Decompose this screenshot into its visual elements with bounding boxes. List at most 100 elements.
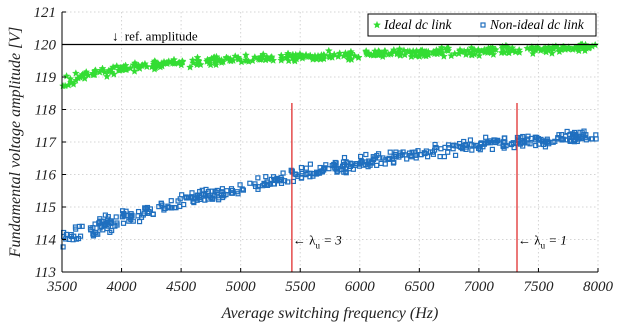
data-point: [71, 69, 80, 77]
data-point: [369, 160, 376, 166]
lambda-1-label: ← λu = 1: [518, 232, 567, 250]
series-non-ideal-dc-link: [60, 128, 599, 250]
data-point: [311, 51, 319, 60]
data-point: [247, 180, 253, 186]
data-point: [310, 171, 317, 177]
lambda-3-annotation: ← λu = 3: [293, 232, 342, 250]
data-point: [229, 190, 236, 196]
data-point: [525, 140, 531, 146]
data-point: [307, 174, 313, 180]
y-tick-label: 113: [35, 265, 56, 281]
data-point: [415, 52, 424, 60]
ref-arrow: ↓: [112, 29, 119, 44]
data-point: [90, 70, 99, 79]
data-point: [284, 49, 292, 57]
data-point: [486, 47, 495, 55]
data-point: [259, 50, 268, 58]
data-point: [124, 213, 130, 219]
data-point: [453, 143, 459, 149]
data-point: [494, 138, 500, 144]
data-point: [97, 216, 103, 222]
data-point: [244, 57, 253, 65]
data-point: [574, 133, 580, 140]
data-point: [341, 154, 348, 161]
data-point: [140, 212, 146, 218]
data-point: [432, 141, 438, 148]
data-point: [210, 195, 216, 201]
data-point: [517, 141, 524, 147]
data-point: [177, 203, 183, 209]
data-point: [150, 211, 156, 218]
data-point: [329, 162, 335, 169]
data-point: [150, 56, 159, 65]
data-point: [79, 223, 85, 229]
data-point: [362, 49, 371, 58]
data-point: [129, 212, 135, 218]
data-point: [237, 182, 243, 188]
data-point: [332, 162, 338, 168]
data-point: [214, 190, 220, 196]
data-point: [545, 139, 552, 145]
data-point: [241, 51, 250, 59]
data-point: [556, 132, 562, 138]
data-point: [188, 195, 195, 201]
data-point: [272, 177, 278, 184]
x-tick-label: 5500: [285, 279, 316, 295]
data-point: [266, 53, 275, 62]
y-tick-label: 115: [35, 200, 57, 216]
data-point: [508, 141, 515, 147]
data-point: [112, 223, 118, 229]
data-point: [452, 152, 459, 158]
data-point: [564, 128, 570, 135]
data-point: [150, 65, 159, 73]
data-point: [293, 172, 299, 178]
data-point: [528, 49, 537, 58]
data-point: [418, 151, 424, 158]
data-point: [552, 138, 558, 144]
legend-marker-ideal: [373, 20, 381, 29]
legend-square-marker: [480, 22, 486, 28]
x-tick-label: 6500: [404, 279, 435, 295]
data-point: [459, 146, 466, 152]
data-point: [425, 154, 431, 160]
data-point: [363, 159, 369, 165]
data-point: [168, 205, 175, 211]
data-point: [536, 46, 545, 54]
data-point: [374, 162, 380, 168]
data-point: [60, 244, 66, 250]
data-point: [343, 170, 349, 176]
data-point: [313, 171, 320, 177]
data-point: [72, 224, 79, 230]
data-point: [339, 166, 345, 173]
data-point: [431, 147, 438, 153]
data-point: [141, 59, 149, 68]
data-point: [69, 80, 78, 88]
data-point: [474, 142, 480, 148]
data-point: [365, 164, 371, 170]
data-point: [423, 148, 429, 154]
data-point: [570, 43, 579, 52]
data-points: [59, 40, 600, 250]
data-point: [350, 166, 356, 172]
x-tick-label: 4000: [107, 279, 138, 295]
data-point: [525, 133, 531, 139]
data-point: [317, 54, 326, 62]
data-point: [263, 174, 269, 180]
data-point: [225, 56, 234, 64]
legend: Ideal dc link Non-ideal dc link: [367, 13, 597, 37]
ref-text: ref. amplitude: [125, 29, 198, 44]
data-point: [500, 143, 506, 149]
data-point: [216, 197, 222, 203]
data-point: [136, 218, 143, 225]
data-point: [70, 237, 76, 243]
data-point: [205, 188, 211, 195]
data-point: [103, 72, 111, 80]
axes: 3500 4000 4500 5000 5500 6000 6500 7000 7500 8000…: [34, 5, 614, 295]
data-point: [130, 218, 136, 224]
data-point: [334, 52, 343, 60]
data-point: [540, 141, 547, 148]
x-tick-label: 5000: [226, 279, 257, 295]
data-point: [97, 219, 103, 225]
data-point: [205, 196, 211, 202]
data-point: [429, 48, 437, 57]
